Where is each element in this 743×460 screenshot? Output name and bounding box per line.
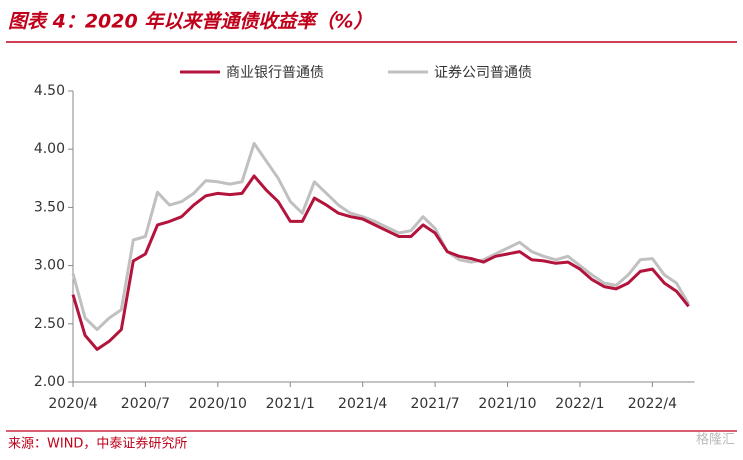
x-tick-label: 2020/7 [121,396,170,412]
x-tick-label: 2021/10 [478,396,536,412]
chart-title: 图表 4：2020 年以来普通债收益率（%） [8,11,372,33]
y-tick-label: 4.00 [34,141,65,157]
legend-label: 商业银行普通债 [226,65,324,81]
y-tick-label: 4.50 [34,83,65,99]
x-tick-label: 2020/4 [48,396,97,412]
y-tick-label: 2.00 [34,374,65,390]
y-tick-label: 2.50 [34,316,65,332]
y-tick-label: 3.00 [34,258,65,274]
x-tick-label: 2022/1 [555,396,604,412]
series-line [71,141,690,332]
source: 来源：WIND，中泰证券研究所 [8,436,187,452]
x-tick-label: 2022/4 [628,396,677,412]
x-tick-label: 2021/7 [410,396,459,412]
watermark: 格隆汇 [696,432,735,448]
x-tick-label: 2021/4 [338,396,387,412]
x-tick-label: 2020/10 [189,396,247,412]
x-tick-label: 2021/1 [266,396,315,412]
series-line [71,174,690,351]
y-tick-label: 3.50 [34,199,65,215]
legend-label: 证券公司普通债 [434,65,532,81]
